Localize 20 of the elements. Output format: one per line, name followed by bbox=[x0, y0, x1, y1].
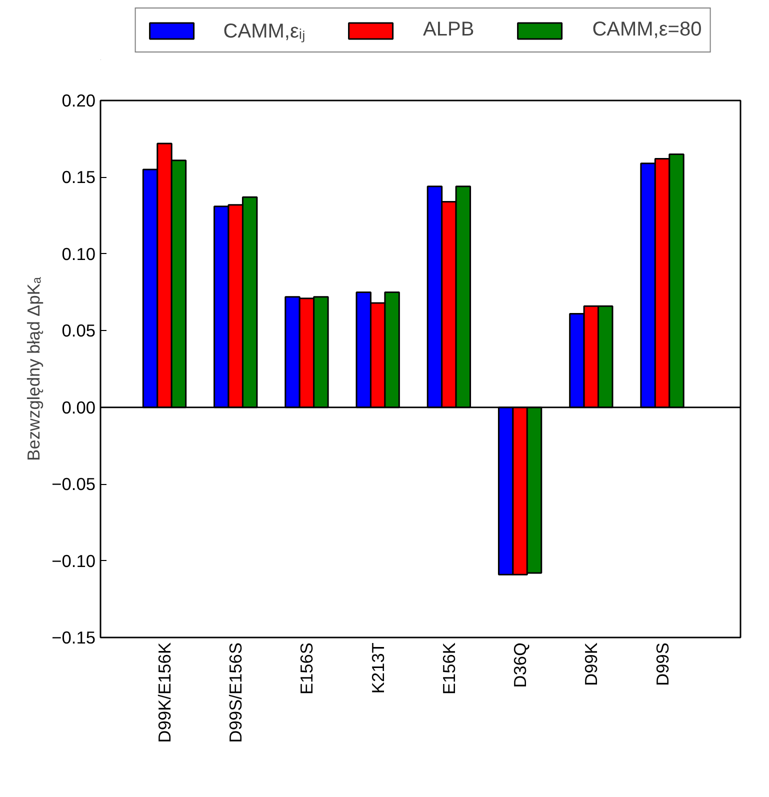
x-tick-label: E156S bbox=[296, 642, 317, 695]
y-tick-label: 0.20 bbox=[62, 90, 96, 110]
x-tick-label: E156K bbox=[438, 642, 459, 695]
x-tick-label: D99K/E156K bbox=[154, 642, 174, 743]
legend-label: CAMM,ε=80 bbox=[592, 18, 702, 42]
x-tick-label: D99K bbox=[581, 642, 602, 686]
x-tick-label: K213T bbox=[368, 642, 388, 694]
legend-label: ALPB bbox=[423, 18, 474, 42]
y-tick-label: −0.05 bbox=[52, 474, 96, 494]
y-tick-label: 0.10 bbox=[62, 244, 96, 264]
y-tick-label: 0.00 bbox=[62, 397, 96, 418]
x-tick-label: D36Q bbox=[510, 642, 530, 688]
y-tick-label: 0.15 bbox=[62, 167, 96, 188]
y-tick-label: −0.15 bbox=[52, 628, 96, 648]
x-tick-label: D99S bbox=[652, 642, 672, 686]
y-tick-label: 0.05 bbox=[62, 320, 96, 341]
y-axis-title: Bezwzględny błąd ΔpKₐ bbox=[24, 276, 44, 461]
legend-label: CAMM,εᵢⱼ bbox=[223, 20, 306, 44]
y-tick-label: −0.10 bbox=[52, 550, 96, 571]
x-tick-label: D99S/E156S bbox=[226, 642, 246, 743]
